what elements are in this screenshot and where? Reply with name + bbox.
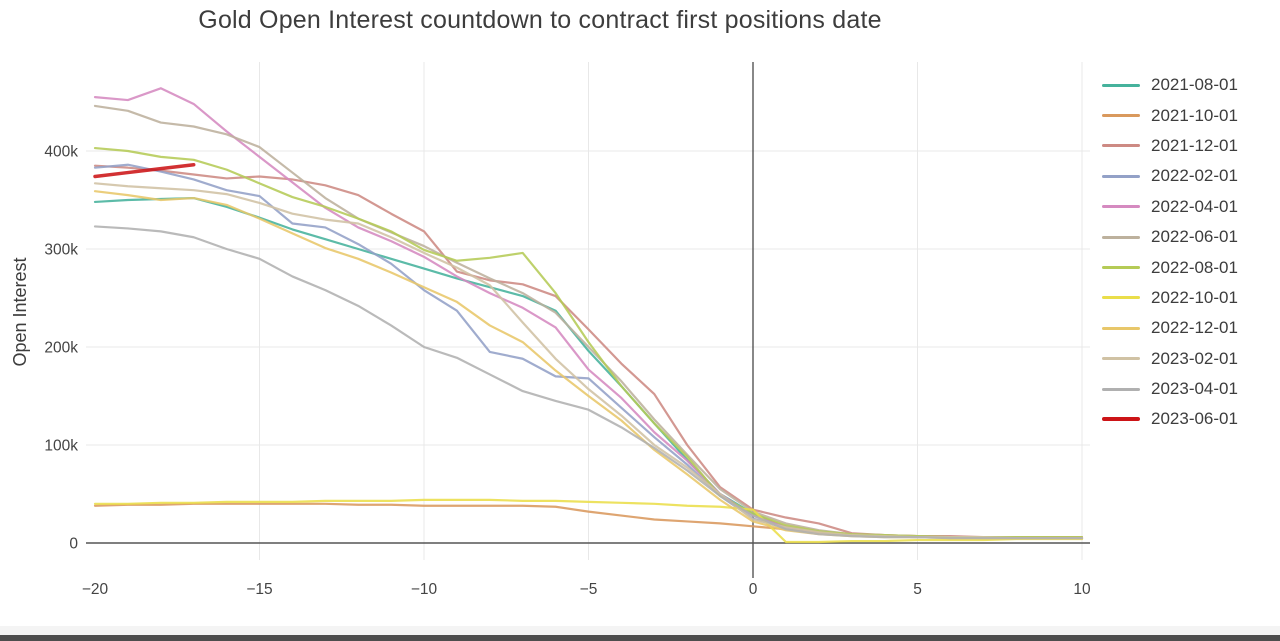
- legend-item-2022-08-01[interactable]: 2022-08-01: [1102, 252, 1238, 282]
- bottom-strip: [0, 626, 1280, 635]
- legend-item-2022-12-01[interactable]: 2022-12-01: [1102, 313, 1238, 343]
- legend-line-swatch: [1102, 296, 1140, 300]
- legend-label: 2022-08-01: [1151, 257, 1238, 277]
- x-tick-labels: −20 −15 −10 −5 0 5 10: [82, 581, 1091, 598]
- y-axis-title: Open Interest: [10, 257, 30, 366]
- legend-label: 2023-02-01: [1151, 348, 1238, 368]
- legend-item-2021-10-01[interactable]: 2021-10-01: [1102, 100, 1238, 130]
- legend-line-swatch: [1102, 266, 1140, 270]
- legend-line-swatch: [1102, 205, 1140, 209]
- x-tick-label: 5: [913, 581, 922, 598]
- legend-line-swatch: [1102, 114, 1140, 118]
- x-tick-label: −5: [580, 581, 598, 598]
- legend-label: 2023-06-01: [1151, 409, 1238, 429]
- legend-line-swatch: [1102, 387, 1140, 391]
- legend-line-swatch: [1102, 357, 1140, 361]
- legend-item-2021-08-01[interactable]: 2021-08-01: [1102, 70, 1238, 100]
- legend-item-2022-02-01[interactable]: 2022-02-01: [1102, 161, 1238, 191]
- series-line-2023-06-01[interactable]: [93, 162, 196, 179]
- legend-label: 2022-06-01: [1151, 227, 1238, 247]
- y-tick-label: 200k: [44, 340, 78, 357]
- legend-line-swatch: [1102, 235, 1140, 239]
- chart-title: Gold Open Interest countdown to contract…: [198, 6, 882, 34]
- y-tick-label: 0: [69, 536, 78, 553]
- y-tick-label: 300k: [44, 242, 78, 259]
- legend-label: 2021-08-01: [1151, 75, 1238, 95]
- x-tick-label: 10: [1073, 581, 1091, 598]
- zerolines: [86, 62, 1090, 578]
- series-line-2023-04-01[interactable]: [93, 225, 1084, 540]
- legend-item-2021-12-01[interactable]: 2021-12-01: [1102, 131, 1238, 161]
- gridlines: [86, 62, 1090, 560]
- x-tick-label: 0: [749, 581, 758, 598]
- legend-label: 2021-12-01: [1151, 135, 1238, 155]
- series-line-2022-10-01[interactable]: [93, 498, 1084, 544]
- legend-label: 2021-10-01: [1151, 105, 1238, 125]
- legend-line-swatch: [1102, 174, 1140, 178]
- legend-item-2022-06-01[interactable]: 2022-06-01: [1102, 222, 1238, 252]
- y-tick-labels: 0 100k 200k 300k 400k: [44, 144, 78, 553]
- legend-line-swatch: [1102, 326, 1140, 330]
- legend-line-swatch: [1102, 83, 1140, 87]
- x-tick-label: −10: [411, 581, 438, 598]
- legend-item-2023-02-01[interactable]: 2023-02-01: [1102, 344, 1238, 374]
- legend-item-2023-04-01[interactable]: 2023-04-01: [1102, 374, 1238, 404]
- y-tick-label: 100k: [44, 438, 78, 455]
- plot-area: −20 −15 −10 −5 0 5 10 0 100k 200k 300k 400k Open I…: [10, 62, 1091, 598]
- legend-line-swatch: [1102, 144, 1140, 148]
- x-tick-label: −15: [246, 581, 272, 598]
- legend: 2021-08-01 2021-10-01 2021-12-01 2022-02-01…: [1102, 70, 1238, 435]
- legend-item-2023-06-01[interactable]: 2023-06-01: [1102, 404, 1238, 434]
- y-tick-label: 400k: [44, 144, 78, 161]
- legend-item-2022-10-01[interactable]: 2022-10-01: [1102, 283, 1238, 313]
- x-tick-label: −20: [82, 581, 109, 598]
- legend-label: 2022-10-01: [1151, 287, 1238, 307]
- series-lines: [93, 87, 1084, 544]
- legend-label: 2022-12-01: [1151, 318, 1238, 338]
- legend-item-2022-04-01[interactable]: 2022-04-01: [1102, 192, 1238, 222]
- legend-label: 2022-04-01: [1151, 196, 1238, 216]
- legend-line-swatch: [1102, 417, 1140, 422]
- bottom-bar: [0, 635, 1280, 641]
- legend-label: 2022-02-01: [1151, 166, 1238, 186]
- legend-label: 2023-04-01: [1151, 379, 1238, 399]
